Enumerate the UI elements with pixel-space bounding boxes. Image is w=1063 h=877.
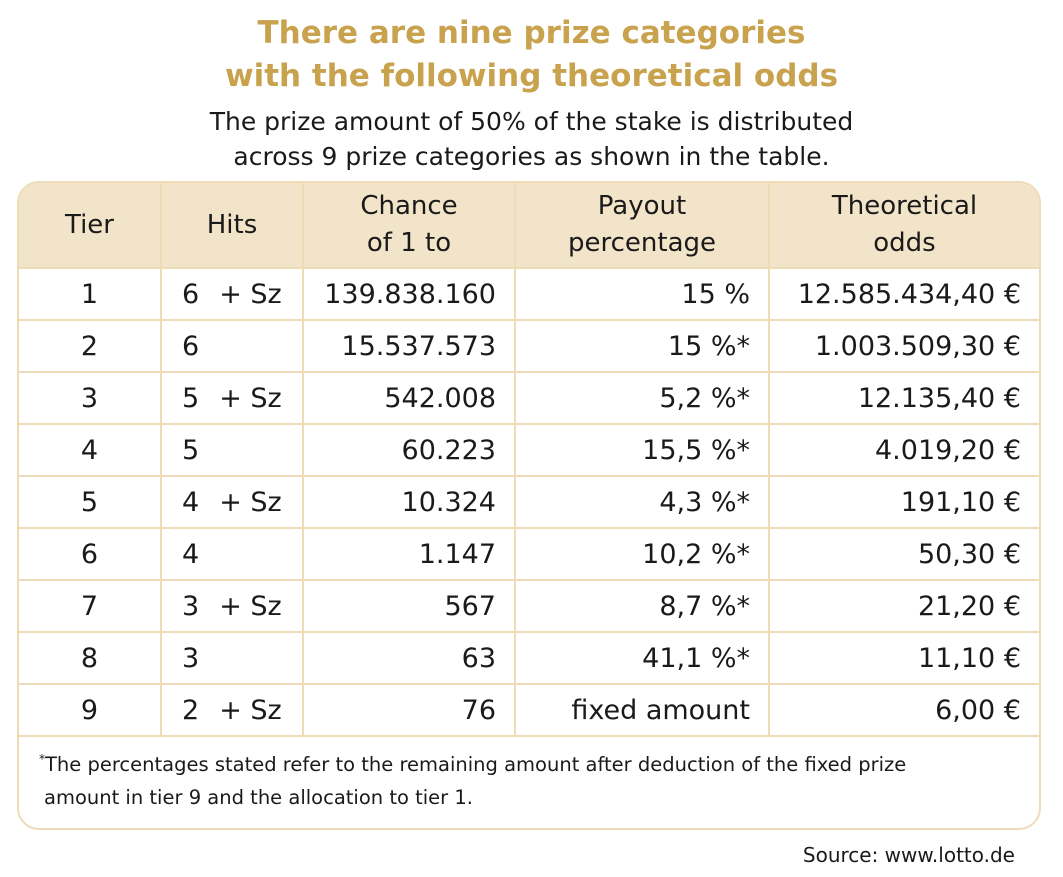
cell-hits: 3 (160, 631, 304, 685)
subtitle-line-1: The prize amount of 50% of the stake is … (209, 107, 854, 136)
header-hits: Hits (160, 183, 304, 269)
cell-chance: 567 (302, 579, 516, 633)
table-row: 7 3 + Sz 567 8,7 %* 21,20 € (19, 579, 1039, 633)
cell-payout: 10,2 %* (514, 527, 770, 581)
hits-count: 5 (182, 382, 200, 414)
cell-chance: 542.008 (302, 371, 516, 425)
cell-tier: 2 (19, 319, 162, 373)
cell-chance: 1.147 (302, 527, 516, 581)
subtitle-line-2: across 9 prize categories as shown in th… (233, 142, 830, 171)
cell-tier: 1 (19, 267, 162, 321)
header-odds: Theoretical odds (768, 183, 1039, 269)
source-credit: Source: www.lotto.de (802, 843, 1015, 867)
table-row: 6 4 1.147 10,2 %* 50,30 € (19, 527, 1039, 581)
footnote-marker: * (39, 752, 45, 766)
table-row: 1 6 + Sz 139.838.160 15 % 12.585.434,40 € (19, 267, 1039, 321)
page-title: There are nine prize categories with the… (0, 12, 1063, 98)
cell-hits: 6 (160, 319, 304, 373)
cell-hits: 5 + Sz (160, 371, 304, 425)
hits-count: 4 (182, 486, 200, 518)
cell-odds: 6,00 € (768, 683, 1039, 737)
odds-table: Tier Hits Chance of 1 to Payout percenta… (19, 183, 1039, 737)
cell-tier: 7 (19, 579, 162, 633)
table-row: 5 4 + Sz 10.324 4,3 %* 191,10 € (19, 475, 1039, 529)
cell-odds: 11,10 € (768, 631, 1039, 685)
hits-count: 5 (182, 434, 200, 466)
cell-tier: 4 (19, 423, 162, 477)
page-subtitle: The prize amount of 50% of the stake is … (0, 104, 1063, 174)
table-body: 1 6 + Sz 139.838.160 15 % 12.585.434,40 €2 6 15… (19, 267, 1039, 737)
cell-hits: 5 (160, 423, 304, 477)
cell-payout: 4,3 %* (514, 475, 770, 529)
cell-tier: 3 (19, 371, 162, 425)
cell-odds: 21,20 € (768, 579, 1039, 633)
table-row: 2 6 15.537.573 15 %* 1.003.509,30 € (19, 319, 1039, 373)
cell-payout: 8,7 %* (514, 579, 770, 633)
table-row: 4 5 60.223 15,5 %* 4.019,20 € (19, 423, 1039, 477)
cell-payout: 5,2 %* (514, 371, 770, 425)
title-line-1: There are nine prize categories (257, 15, 806, 51)
cell-hits: 4 (160, 527, 304, 581)
cell-chance: 63 (302, 631, 516, 685)
cell-chance: 15.537.573 (302, 319, 516, 373)
cell-payout: 15,5 %* (514, 423, 770, 477)
cell-chance: 10.324 (302, 475, 516, 529)
cell-chance: 139.838.160 (302, 267, 516, 321)
hits-count: 2 (182, 694, 200, 726)
cell-tier: 8 (19, 631, 162, 685)
odds-table-card: Tier Hits Chance of 1 to Payout percenta… (17, 181, 1041, 830)
cell-odds: 12.135,40 € (768, 371, 1039, 425)
footnote-line-2: amount in tier 9 and the allocation to t… (44, 786, 473, 809)
cell-odds: 12.585.434,40 € (768, 267, 1039, 321)
cell-tier: 6 (19, 527, 162, 581)
cell-payout: 41,1 %* (514, 631, 770, 685)
superzahl-label: + Sz (219, 486, 282, 518)
cell-payout: fixed amount (514, 683, 770, 737)
footnote: *The percentages stated refer to the rem… (39, 743, 1019, 814)
cell-tier: 9 (19, 683, 162, 737)
hits-count: 3 (182, 642, 200, 674)
header-tier: Tier (19, 183, 162, 269)
footnote-line-1: The percentages stated refer to the rema… (45, 753, 907, 776)
hits-count: 3 (182, 590, 200, 622)
header-payout: Payout percentage (514, 183, 770, 269)
cell-odds: 4.019,20 € (768, 423, 1039, 477)
cell-payout: 15 %* (514, 319, 770, 373)
hits-count: 6 (182, 278, 200, 310)
table-row: 9 2 + Sz 76 fixed amount 6,00 € (19, 683, 1039, 737)
cell-hits: 2 + Sz (160, 683, 304, 737)
cell-hits: 6 + Sz (160, 267, 304, 321)
cell-chance: 60.223 (302, 423, 516, 477)
hits-count: 4 (182, 538, 200, 570)
table-row: 8 3 63 41,1 %* 11,10 € (19, 631, 1039, 685)
cell-odds: 1.003.509,30 € (768, 319, 1039, 373)
header-chance: Chance of 1 to (302, 183, 516, 269)
cell-tier: 5 (19, 475, 162, 529)
table-header-row: Tier Hits Chance of 1 to Payout percenta… (19, 183, 1039, 269)
superzahl-label: + Sz (219, 382, 282, 414)
superzahl-label: + Sz (219, 694, 282, 726)
cell-hits: 3 + Sz (160, 579, 304, 633)
title-line-2: with the following theoretical odds (224, 58, 839, 94)
cell-hits: 4 + Sz (160, 475, 304, 529)
cell-odds: 50,30 € (768, 527, 1039, 581)
table-row: 3 5 + Sz 542.008 5,2 %* 12.135,40 € (19, 371, 1039, 425)
cell-odds: 191,10 € (768, 475, 1039, 529)
superzahl-label: + Sz (219, 278, 282, 310)
cell-chance: 76 (302, 683, 516, 737)
superzahl-label: + Sz (219, 590, 282, 622)
cell-payout: 15 % (514, 267, 770, 321)
hits-count: 6 (182, 330, 200, 362)
